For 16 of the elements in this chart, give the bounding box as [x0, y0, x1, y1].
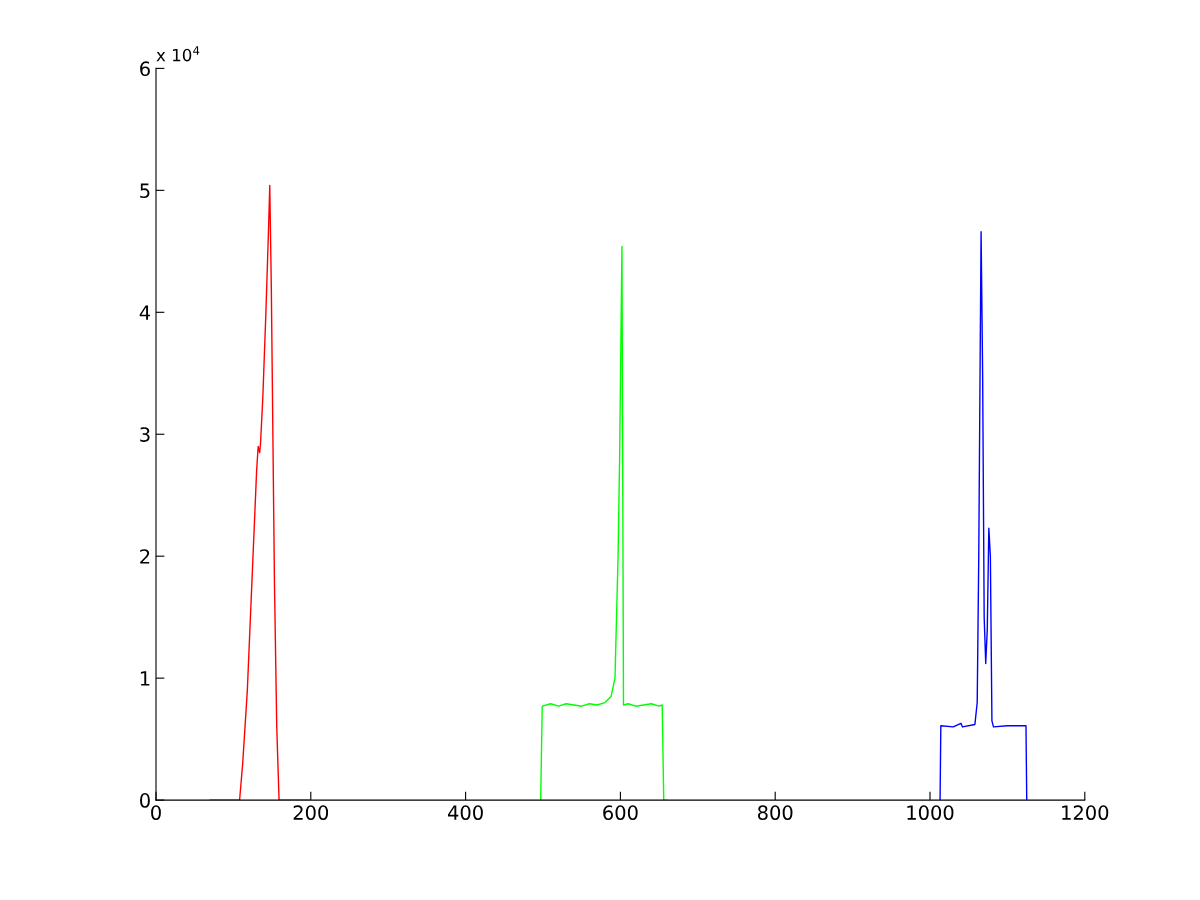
x-tick-label: 0 — [151, 805, 161, 821]
x-tick-label: 400 — [447, 805, 483, 821]
x-tick-label: 1200 — [1062, 805, 1109, 821]
x-tick-label: 800 — [757, 805, 793, 821]
y-tick-label: 0 — [140, 793, 150, 808]
y-tick-label: 5 — [140, 183, 150, 199]
x-tick-label: 600 — [603, 805, 638, 821]
x-tick-label: 1000 — [907, 805, 954, 821]
y-tick-label: 6 — [140, 61, 150, 77]
line-series — [939, 231, 1028, 801]
y-tick-label: 1 — [140, 671, 150, 686]
text: x 10$^{4}$ — [156, 46, 200, 62]
y-tick-label: 2 — [140, 549, 150, 564]
y-tick-label: 4 — [139, 305, 151, 320]
x-tick-label: 200 — [293, 805, 329, 821]
y-tick-label: 3 — [140, 427, 150, 442]
